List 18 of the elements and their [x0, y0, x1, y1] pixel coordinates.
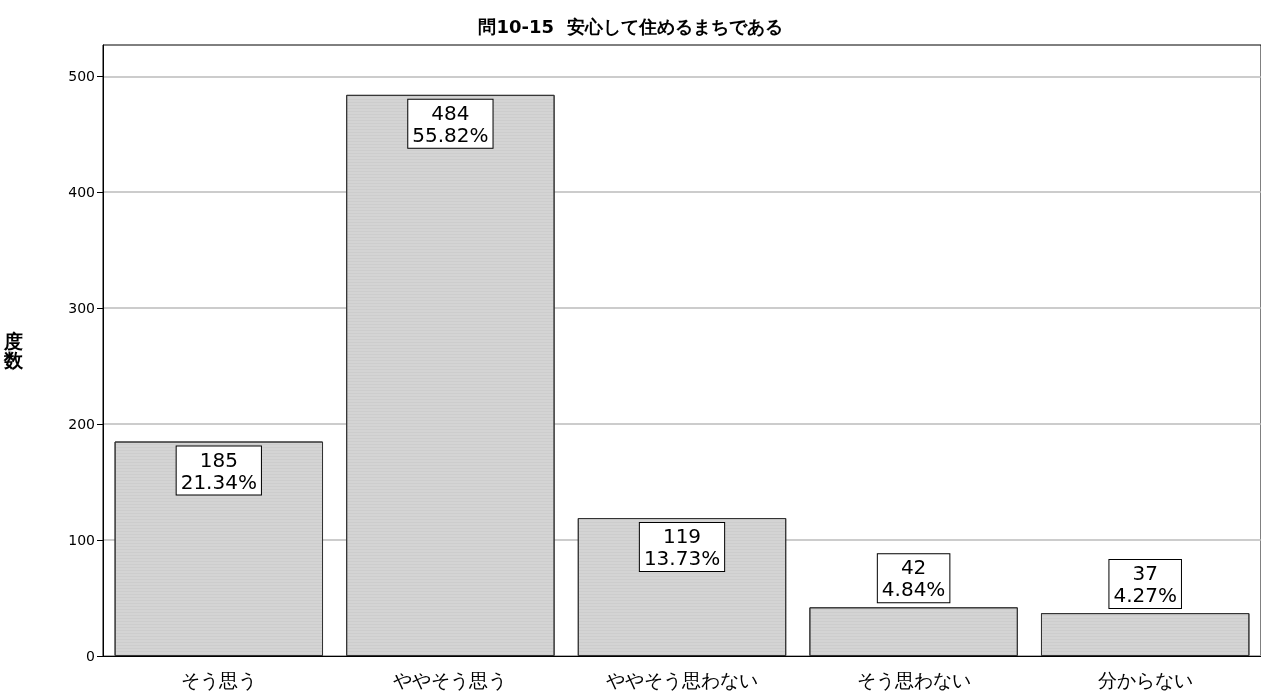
- x-tick-label: ややそう思う: [393, 668, 508, 691]
- data-label: 42 4.84%: [881, 555, 946, 602]
- data-label: 119 13.73%: [643, 524, 721, 571]
- x-tick-label: 分からない: [1097, 668, 1193, 691]
- y-tick-label: 300: [68, 300, 95, 317]
- chart-title: 問10-15 安心して住めるまちである: [478, 15, 783, 37]
- y-tick-label: 500: [68, 68, 95, 85]
- data-label: 37 4.27%: [1113, 561, 1177, 608]
- y-tick-label: 400: [68, 184, 95, 201]
- y-axis-title: 度数: [3, 330, 24, 371]
- y-tick-label: 200: [68, 416, 95, 433]
- data-label: 484 55.82%: [412, 100, 489, 147]
- x-tick-label: そう思う: [180, 668, 257, 691]
- y-tick-label: 100: [68, 532, 95, 549]
- x-tick-label: ややそう思わない: [606, 668, 758, 691]
- x-tick-label: そう思わない: [856, 668, 971, 691]
- data-label: 185 21.34%: [180, 447, 257, 494]
- y-tick-label: 0: [86, 648, 95, 664]
